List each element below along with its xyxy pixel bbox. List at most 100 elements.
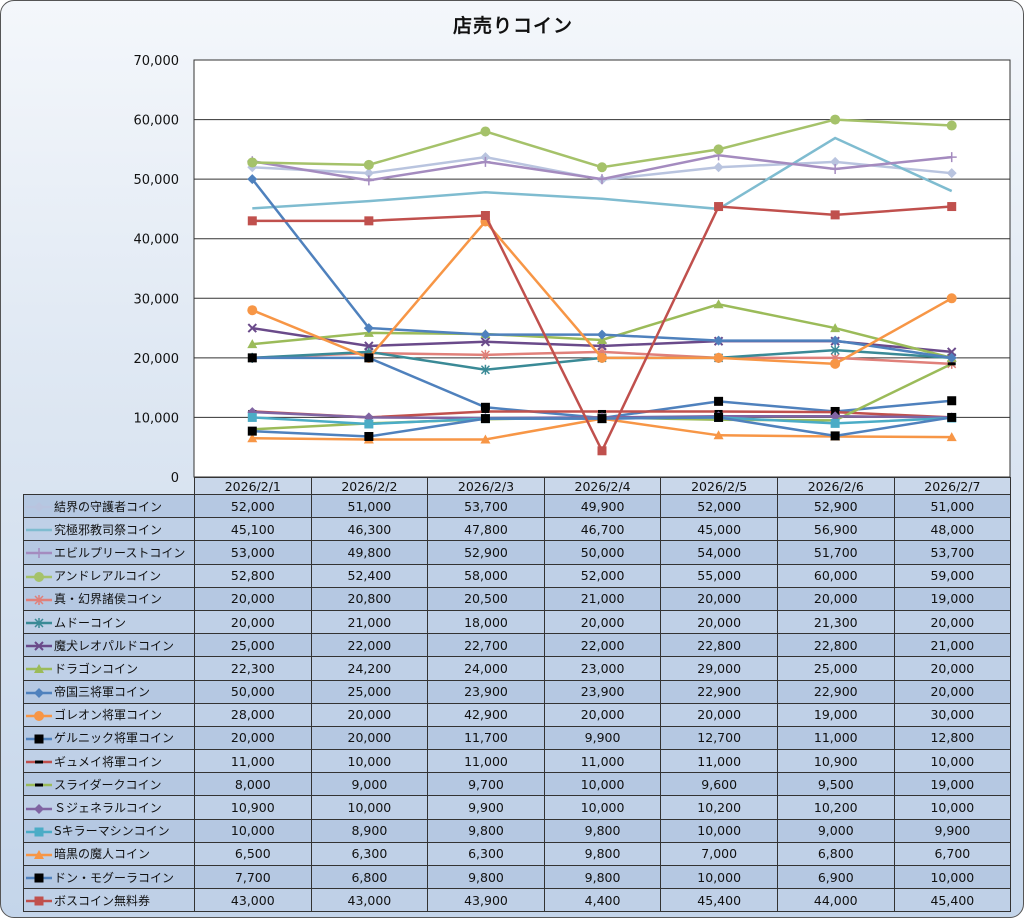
value-cell: 6,300 (310, 841, 429, 867)
legend-label: ムドーコイン (54, 615, 127, 630)
value-cell: 22,000 (543, 633, 662, 658)
diamond-marker (34, 803, 44, 814)
value-cell: 10,000 (543, 772, 662, 797)
diamond-marker (946, 168, 957, 179)
value-cell: 48,000 (893, 517, 1012, 542)
triangle-marker (946, 432, 957, 442)
plus-marker (363, 175, 374, 186)
square-marker (947, 412, 957, 422)
value-cell: 11,000 (427, 749, 545, 774)
square-marker (714, 396, 724, 406)
value-cell: 22,000 (310, 633, 429, 658)
y-tick-label: 0 (171, 471, 179, 486)
legend-label-cell: ゲルニック将軍コイン (23, 725, 195, 751)
series-9 (247, 174, 957, 363)
legend-key-icon (26, 760, 52, 764)
table-row: ドラゴンコイン 22,300 24,200 24,000 23,000 29,000 25,… (23, 656, 1012, 681)
table-row: エビルプリーストコイン 53,000 49,800 52,900 50,000 54,00… (23, 540, 1012, 565)
value-cell: 45,400 (893, 888, 1012, 913)
value-cell: 20,000 (776, 586, 895, 611)
legend-label: スライダークコイン (54, 777, 162, 792)
star-marker (480, 364, 490, 375)
value-cell: 46,700 (543, 517, 662, 542)
y-tick-label: 40,000 (134, 233, 180, 248)
diamond-marker (247, 174, 258, 185)
y-tick-label: 60,000 (134, 114, 180, 129)
value-cell: 51,000 (310, 493, 429, 519)
value-cell: 22,800 (660, 633, 778, 658)
star-marker (34, 618, 44, 629)
value-cell: 21,000 (310, 609, 429, 635)
value-cell: 6,800 (310, 864, 429, 890)
circle-marker (363, 159, 374, 170)
legend-label: Sキラーマシンコイン (54, 824, 170, 839)
value-cell: 11,000 (776, 725, 895, 751)
value-cell: 54,000 (660, 540, 778, 565)
square-marker (364, 431, 374, 441)
column-header: 2026/2/2 (310, 477, 429, 495)
value-cell: 9,600 (660, 772, 778, 797)
value-cell: 52,900 (776, 493, 895, 519)
value-cell: 50,000 (543, 540, 662, 565)
value-cell: 20,000 (310, 702, 429, 727)
value-cell: 10,000 (310, 749, 429, 774)
legend-key-icon (26, 783, 52, 787)
square-marker (247, 216, 257, 226)
value-cell: 9,900 (893, 818, 1012, 843)
diamond-marker (597, 329, 607, 340)
legend-key-icon (26, 896, 52, 906)
value-cell: 12,700 (660, 725, 778, 751)
plus-marker (830, 164, 841, 175)
legend-label-cell: Ｓジェネラルコイン (23, 795, 195, 820)
table-row: 暗黒の魔人コイン 6,500 6,300 6,300 9,800 7,000 6,800 6,… (23, 841, 1012, 867)
circle-marker (480, 126, 491, 137)
value-cell: 8,000 (194, 772, 312, 797)
legend-label-cell: ボスコイン無料券 (23, 888, 195, 913)
triangle-marker (480, 434, 491, 444)
data-table: 2026/2/1 2026/2/2 2026/2/3 2026/2/4 2026/2/5… (23, 477, 1012, 913)
value-cell: 20,000 (194, 725, 312, 751)
table-row: 究極邪教司祭コイン 45,100 46,300 47,800 46,700 45,000 5… (23, 517, 1012, 542)
column-header: 2026/2/3 (427, 477, 545, 495)
value-cell: 20,000 (660, 609, 778, 635)
value-cell: 22,700 (427, 633, 545, 658)
value-cell: 53,700 (893, 540, 1012, 565)
series-2 (252, 136, 953, 211)
diamond-marker (713, 162, 724, 173)
value-cell: 11,000 (194, 749, 312, 774)
legend-label: エビルプリーストコイン (54, 545, 186, 560)
value-cell: 23,000 (543, 656, 662, 681)
table-row: アンドレアルコイン 52,800 52,400 58,000 52,000 55,000 6… (23, 563, 1012, 588)
value-cell: 25,000 (310, 679, 429, 704)
value-cell: 9,000 (776, 818, 895, 843)
legend-key-icon (26, 529, 52, 532)
dash-marker (481, 409, 490, 413)
diamond-marker (34, 687, 44, 698)
square-marker (714, 412, 724, 422)
square-marker (364, 216, 374, 226)
diamond-marker (363, 323, 374, 334)
circle-marker (34, 571, 44, 582)
legend-label: ドン・モグーラコイン (54, 870, 175, 885)
value-cell: 22,300 (194, 656, 312, 681)
series-17 (247, 412, 957, 441)
value-cell: 30,000 (893, 702, 1012, 727)
square-marker (34, 734, 44, 744)
legend-key-icon (26, 548, 52, 559)
value-cell: 10,000 (893, 749, 1012, 774)
value-cell: 8,900 (310, 818, 429, 843)
plus-marker (34, 548, 44, 559)
legend-label-cell: ムドーコイン (23, 609, 195, 635)
value-cell: 10,000 (310, 795, 429, 820)
value-cell: 11,000 (543, 749, 662, 774)
dash-marker (35, 783, 43, 787)
x-marker (247, 323, 257, 333)
legend-key-icon (26, 873, 52, 883)
circle-marker (34, 710, 44, 721)
value-cell: 21,300 (776, 609, 895, 635)
plus-marker (597, 174, 607, 185)
triangle-marker (713, 430, 724, 440)
value-cell: 10,000 (893, 795, 1012, 820)
square-marker (364, 419, 374, 429)
